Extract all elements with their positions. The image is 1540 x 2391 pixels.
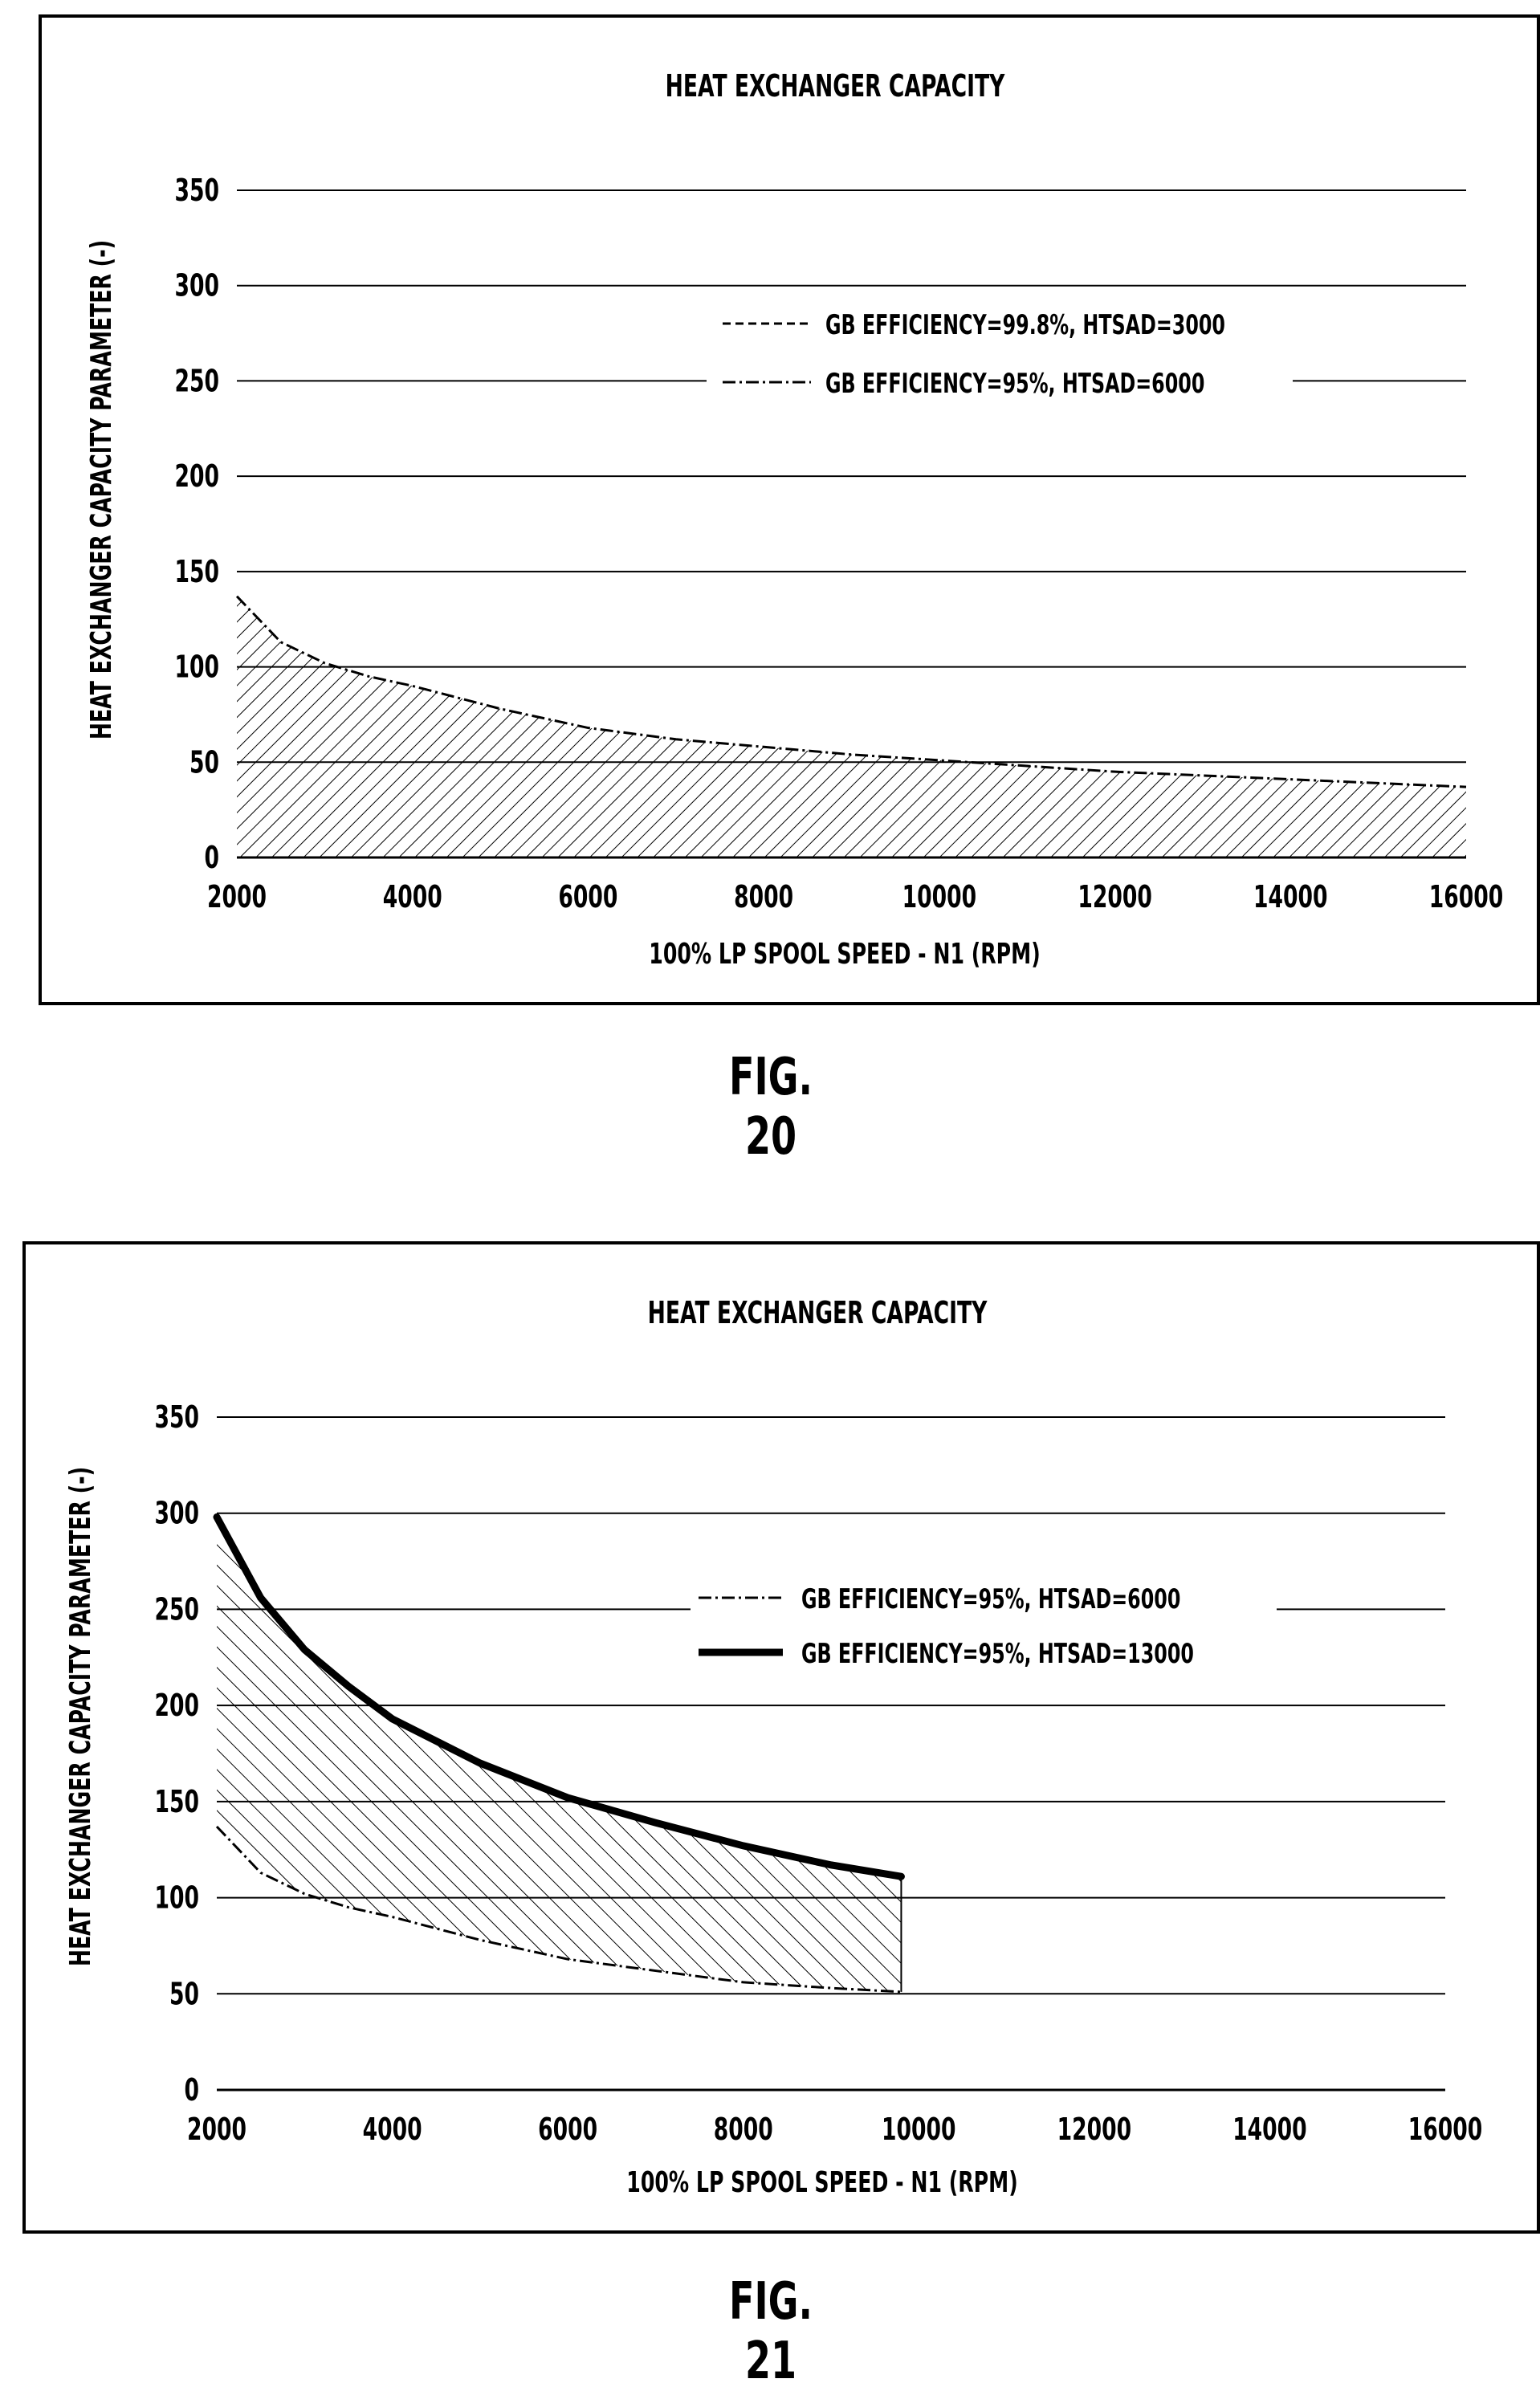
x-tick-label: 6000 — [558, 879, 617, 914]
y-tick-label: 300 — [174, 268, 219, 303]
shaded-region — [237, 596, 1466, 857]
x-tick-label: 2000 — [187, 2112, 246, 2147]
shaded-region — [217, 1517, 902, 1992]
y-tick-label: 150 — [174, 554, 219, 589]
legend-label-htsad-6000: GB EFFICIENCY=95%, HTSAD=6000 — [825, 368, 1204, 399]
x-tick-label: 10000 — [902, 879, 976, 914]
y-tick-label: 150 — [154, 1784, 199, 1819]
y-tick-label: 250 — [174, 364, 219, 399]
y-axis-label: HEAT EXCHANGER CAPACITY PARAMETER (-) — [85, 240, 119, 739]
y-tick-label: 300 — [154, 1496, 199, 1531]
figure-20-caption: FIG. 20 — [729, 1048, 813, 1167]
x-axis-label: 100% LP SPOOL SPEED - N1 (RPM) — [649, 938, 1040, 971]
y-tick-label: 50 — [189, 745, 219, 780]
legend: GB EFFICIENCY=99.8%, HTSAD=3000 GB EFFIC… — [707, 301, 1293, 399]
figure-20-frame — [39, 14, 1540, 1005]
y-tick-label: 100 — [174, 650, 219, 685]
x-tick-label: 10000 — [882, 2112, 955, 2147]
legend-label-htsad-6000: GB EFFICIENCY=95%, HTSAD=6000 — [801, 1583, 1180, 1615]
x-tick-label: 12000 — [1078, 879, 1151, 914]
x-tick-labels: 2000 4000 6000 8000 10000 12000 14000 16000 — [207, 879, 1503, 914]
figure-20: HEAT EXCHANGER CAPACITY 0 50 100 150 200 250 3… — [39, 14, 1540, 1005]
legend: GB EFFICIENCY=95%, HTSAD=6000 GB EFFICIE… — [691, 1575, 1277, 1672]
x-tick-label: 14000 — [1232, 2112, 1306, 2147]
x-tick-label: 14000 — [1253, 879, 1327, 914]
series-line-htsad-6000 — [235, 595, 1467, 788]
y-tick-label: 100 — [154, 1880, 199, 1916]
legend-background — [691, 1575, 1277, 1672]
y-tick-label: 50 — [169, 1977, 199, 2012]
y-tick-label: 0 — [204, 840, 219, 875]
x-tick-label: 8000 — [734, 879, 793, 914]
legend-label-htsad-13000: GB EFFICIENCY=95%, HTSAD=13000 — [801, 1638, 1194, 1669]
x-tick-label: 8000 — [714, 2112, 773, 2147]
y-tick-label: 0 — [184, 2072, 199, 2108]
y-axis-label: HEAT EXCHANGER CAPACITY PARAMETER (-) — [64, 1467, 98, 1966]
y-tick-label: 250 — [154, 1592, 199, 1627]
figure-21-caption: FIG. 21 — [729, 2272, 813, 2391]
y-tick-labels: 0 50 100 150 200 250 300 350 — [174, 173, 219, 875]
y-tick-label: 200 — [174, 458, 219, 494]
x-tick-label: 6000 — [538, 2112, 597, 2147]
chart-title: HEAT EXCHANGER CAPACITY — [648, 1295, 988, 1330]
x-tick-label: 2000 — [207, 879, 267, 914]
x-tick-label: 16000 — [1429, 879, 1503, 914]
series-line-htsad-13000 — [213, 1513, 905, 1880]
series-line-htsad-6000 — [215, 1825, 902, 1994]
patent-figures: HEAT EXCHANGER CAPACITY 0 50 100 150 200 250 3… — [22, 14, 1540, 2234]
x-tick-label: 4000 — [363, 2112, 422, 2147]
y-tick-labels: 0 50 100 150 200 250 300 350 — [154, 1399, 199, 2108]
x-tick-label: 12000 — [1057, 2112, 1131, 2147]
x-tick-labels: 2000 4000 6000 8000 10000 12000 14000 16000 — [187, 2112, 1482, 2147]
y-tick-label: 350 — [174, 173, 219, 208]
figure-21-frame — [22, 1241, 1540, 2234]
y-tick-label: 350 — [154, 1399, 199, 1435]
chart-title: HEAT EXCHANGER CAPACITY — [666, 68, 1006, 104]
x-axis-label: 100% LP SPOOL SPEED - N1 (RPM) — [626, 2166, 1017, 2200]
y-tick-label: 200 — [154, 1688, 199, 1723]
legend-label-htsad-3000: GB EFFICIENCY=99.8%, HTSAD=3000 — [825, 309, 1225, 340]
x-tick-label: 4000 — [383, 879, 442, 914]
x-tick-label: 16000 — [1408, 2112, 1482, 2147]
figure-21: HEAT EXCHANGER CAPACITY 0 50 100 150 200 250 3… — [22, 1241, 1540, 2234]
